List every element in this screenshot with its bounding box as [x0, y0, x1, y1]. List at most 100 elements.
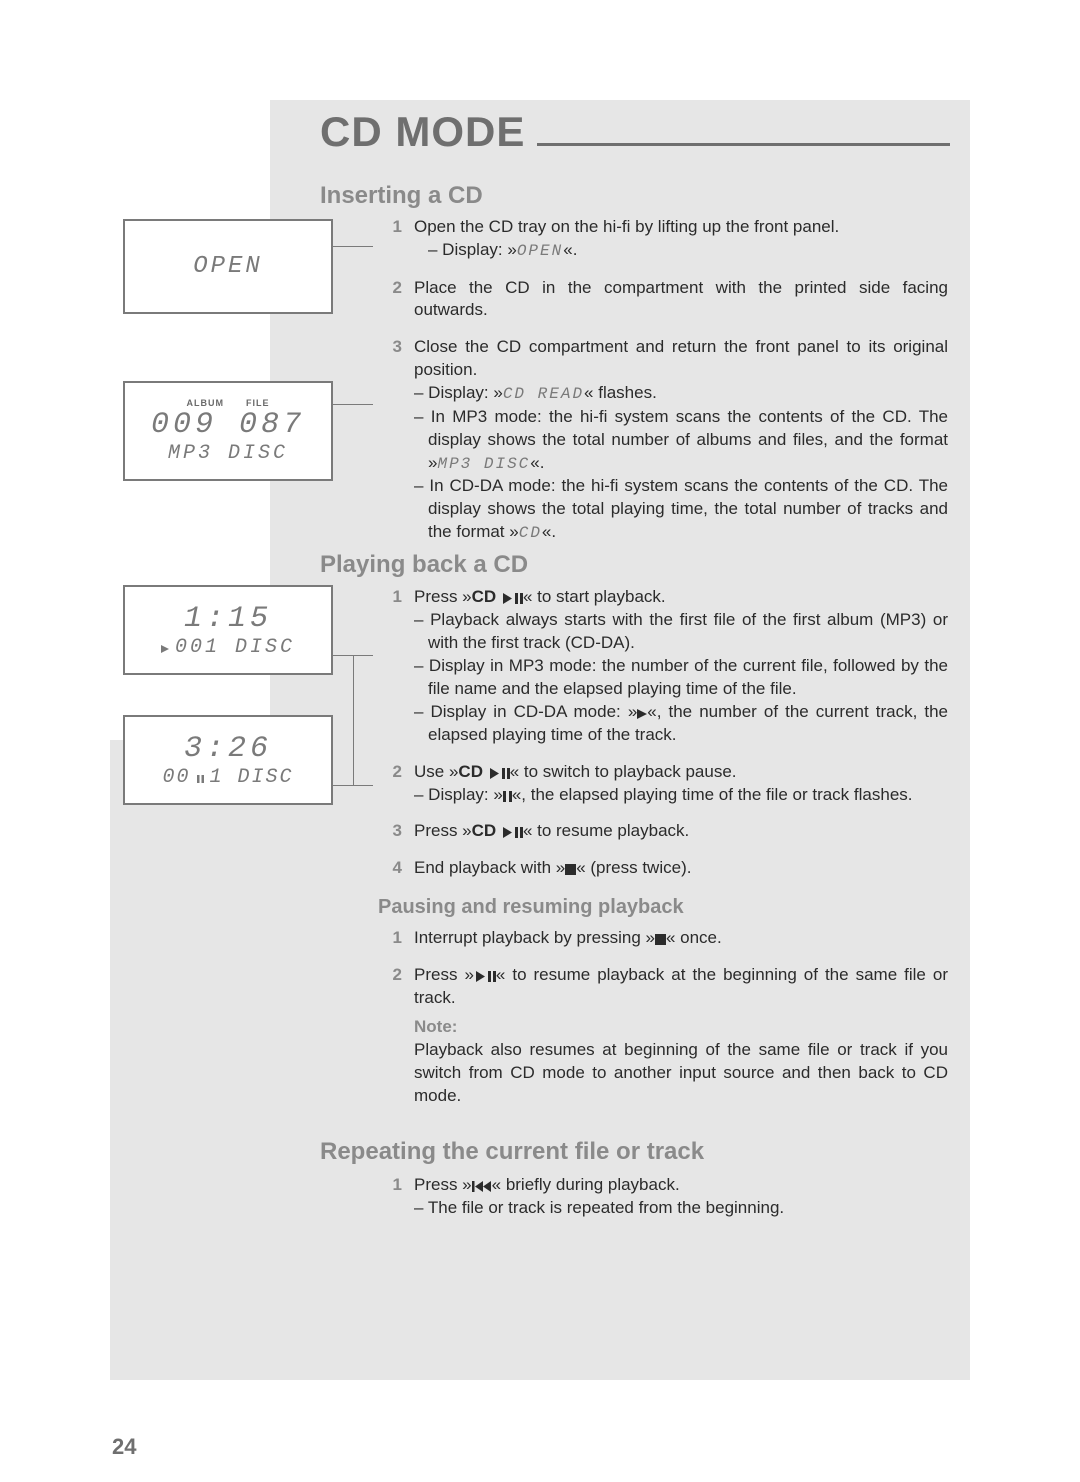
t: « once.: [666, 928, 722, 947]
lcd-format: MP3 DISC: [168, 442, 288, 465]
step-body: Close the CD compartment and return the …: [414, 336, 948, 544]
t: « flashes.: [584, 383, 657, 402]
connector-4: [333, 785, 373, 786]
lcd-pause: 3:26 00 1 DISC: [123, 715, 333, 805]
t: « to switch to playback pause.: [510, 762, 737, 781]
step-body: Use »CD « to switch to playback pause. –…: [414, 761, 948, 807]
play-steps: 1 Press »CD « to start playback. – Playb…: [378, 586, 948, 1122]
t: – Playback always starts with the first …: [414, 609, 948, 655]
btn: CD: [472, 821, 497, 840]
step-body: Press »CD « to start playback. – Playbac…: [414, 586, 948, 747]
t: «, the elapsed playing time of the file …: [512, 785, 913, 804]
play-pause-icon: [474, 965, 496, 984]
step-num: 1: [378, 586, 402, 747]
repeat-step-1: 1 Press » « briefly during playback. – Th…: [378, 1174, 948, 1220]
play-icon: [161, 638, 169, 656]
t: «.: [563, 240, 577, 259]
album-label: ALBUM: [187, 398, 225, 408]
t: « to resume playback.: [523, 821, 689, 840]
lcd-labels: ALBUM FILE: [187, 398, 270, 408]
lcd-mp3disc: ALBUM FILE 009 087 MP3 DISC: [123, 381, 333, 481]
text: Open the CD tray on the hi-fi by lifting…: [414, 217, 839, 236]
pause-step-1: 1 Interrupt playback by pressing » « once…: [378, 927, 948, 950]
step-body: Open the CD tray on the hi-fi by lifting…: [414, 216, 948, 263]
lcd-play: 1:15 001 DISC: [123, 585, 333, 675]
insert-steps: 1 Open the CD tray on the hi-fi by lifti…: [378, 216, 948, 559]
step-num: 1: [378, 1174, 402, 1220]
seg: OPEN: [517, 242, 563, 260]
t: « to start playback.: [523, 587, 666, 606]
t: Close the CD compartment and return the …: [414, 337, 948, 379]
note-label: Note:: [414, 1016, 948, 1039]
step-num: 1: [378, 216, 402, 263]
seg: CD: [519, 524, 542, 542]
lcd-open: OPEN: [123, 219, 333, 314]
lcd-pause-pre: 00: [162, 766, 190, 789]
play-step-2: 2 Use »CD « to switch to playback pause.…: [378, 761, 948, 807]
t: « briefly during playback.: [492, 1175, 680, 1194]
lcd-play-disc: 001 DISC: [175, 636, 295, 659]
stop-icon: [565, 858, 576, 877]
t: Press »: [414, 1175, 472, 1194]
heading-insert: Inserting a CD: [320, 182, 483, 210]
lcd-pause-time: 3:26: [184, 732, 272, 766]
t: – Display: »: [414, 785, 503, 804]
lcd-count: 009 087: [151, 408, 305, 442]
step-num: 4: [378, 857, 402, 880]
step-body: End playback with »« (press twice).: [414, 857, 948, 880]
lcd-play-time: 1:15: [184, 602, 272, 636]
step-num: 2: [378, 277, 402, 323]
t: Press »: [414, 587, 472, 606]
play-step-1: 1 Press »CD « to start playback. – Playb…: [378, 586, 948, 747]
step-body: Press » « briefly during playback. – The …: [414, 1174, 948, 1220]
t: « (press twice).: [576, 858, 691, 877]
play-pause-icon: [501, 821, 523, 840]
step-num: 3: [378, 336, 402, 544]
t: Use »: [414, 762, 458, 781]
title-rule: [537, 143, 950, 146]
seg: CD READ: [503, 385, 584, 403]
step-body: Press »« to resume playback at the begin…: [414, 964, 948, 1108]
pause-icon: [503, 785, 512, 804]
prev-icon: [472, 1175, 492, 1194]
t: – Display: »: [428, 240, 517, 259]
play-icon: [637, 702, 647, 721]
lcd-pause-post: 1 DISC: [210, 766, 294, 789]
btn: CD: [458, 762, 483, 781]
note-text: Playback also resumes at beginning of th…: [414, 1039, 948, 1108]
repeat-steps: 1 Press » « briefly during playback. – Th…: [378, 1174, 948, 1234]
heading-pause: Pausing and resuming playback: [378, 894, 948, 921]
title-row: CD MODE: [320, 108, 950, 156]
pause-step-2: 2 Press »« to resume playback at the beg…: [378, 964, 948, 1108]
step-num: 1: [378, 927, 402, 950]
t: – In CD-DA mode: the hi-fi system scans …: [414, 476, 948, 541]
t: «.: [530, 453, 544, 472]
insert-step-1: 1 Open the CD tray on the hi-fi by lifti…: [378, 216, 948, 263]
btn: CD: [472, 587, 497, 606]
stop-icon: [655, 928, 666, 947]
t: – Display in CD-DA mode: »: [414, 702, 637, 721]
t: Press »: [414, 821, 472, 840]
connector-2: [333, 404, 373, 405]
pause-icon: [197, 768, 204, 786]
t: Press »: [414, 965, 474, 984]
page-title: CD MODE: [320, 108, 525, 156]
connector-3b: [353, 655, 373, 656]
t: – The file or track is repeated from the…: [414, 1197, 948, 1220]
play-pause-icon: [488, 762, 510, 781]
step-num: 2: [378, 964, 402, 1108]
connector-3a: [333, 655, 353, 656]
lcd-open-text: OPEN: [193, 253, 263, 280]
t: – Display: »: [414, 383, 503, 402]
step-body: Interrupt playback by pressing » « once.: [414, 927, 948, 950]
step-num: 3: [378, 820, 402, 843]
page-number: 24: [112, 1434, 136, 1460]
connector-1: [333, 246, 373, 247]
t: Interrupt playback by pressing »: [414, 928, 655, 947]
connector-3v: [353, 655, 354, 785]
play-step-4: 4 End playback with »« (press twice).: [378, 857, 948, 880]
t: «.: [542, 522, 556, 541]
play-step-3: 3 Press »CD « to resume playback.: [378, 820, 948, 843]
file-label: FILE: [246, 398, 270, 408]
play-pause-icon: [501, 587, 523, 606]
